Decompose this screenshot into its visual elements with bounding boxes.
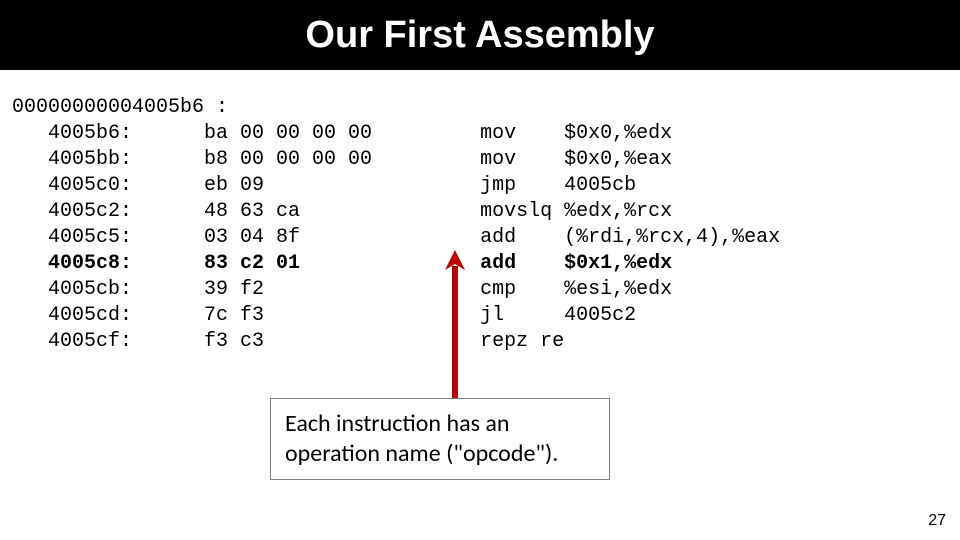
callout-text: Each instruction has an operation name (… <box>285 409 558 468</box>
page-number: 27 <box>928 512 946 530</box>
assembly-code-block: 00000000004005b6 : 4005b6: ba 00 00 00 0… <box>12 95 780 355</box>
title-bar: Our First Assembly <box>0 0 960 70</box>
page-title: Our First Assembly <box>305 14 654 57</box>
highlighted-row: 4005c8: 83 c2 01 add $0x1,%edx <box>12 252 672 275</box>
callout-box: Each instruction has an operation name (… <box>270 398 610 480</box>
